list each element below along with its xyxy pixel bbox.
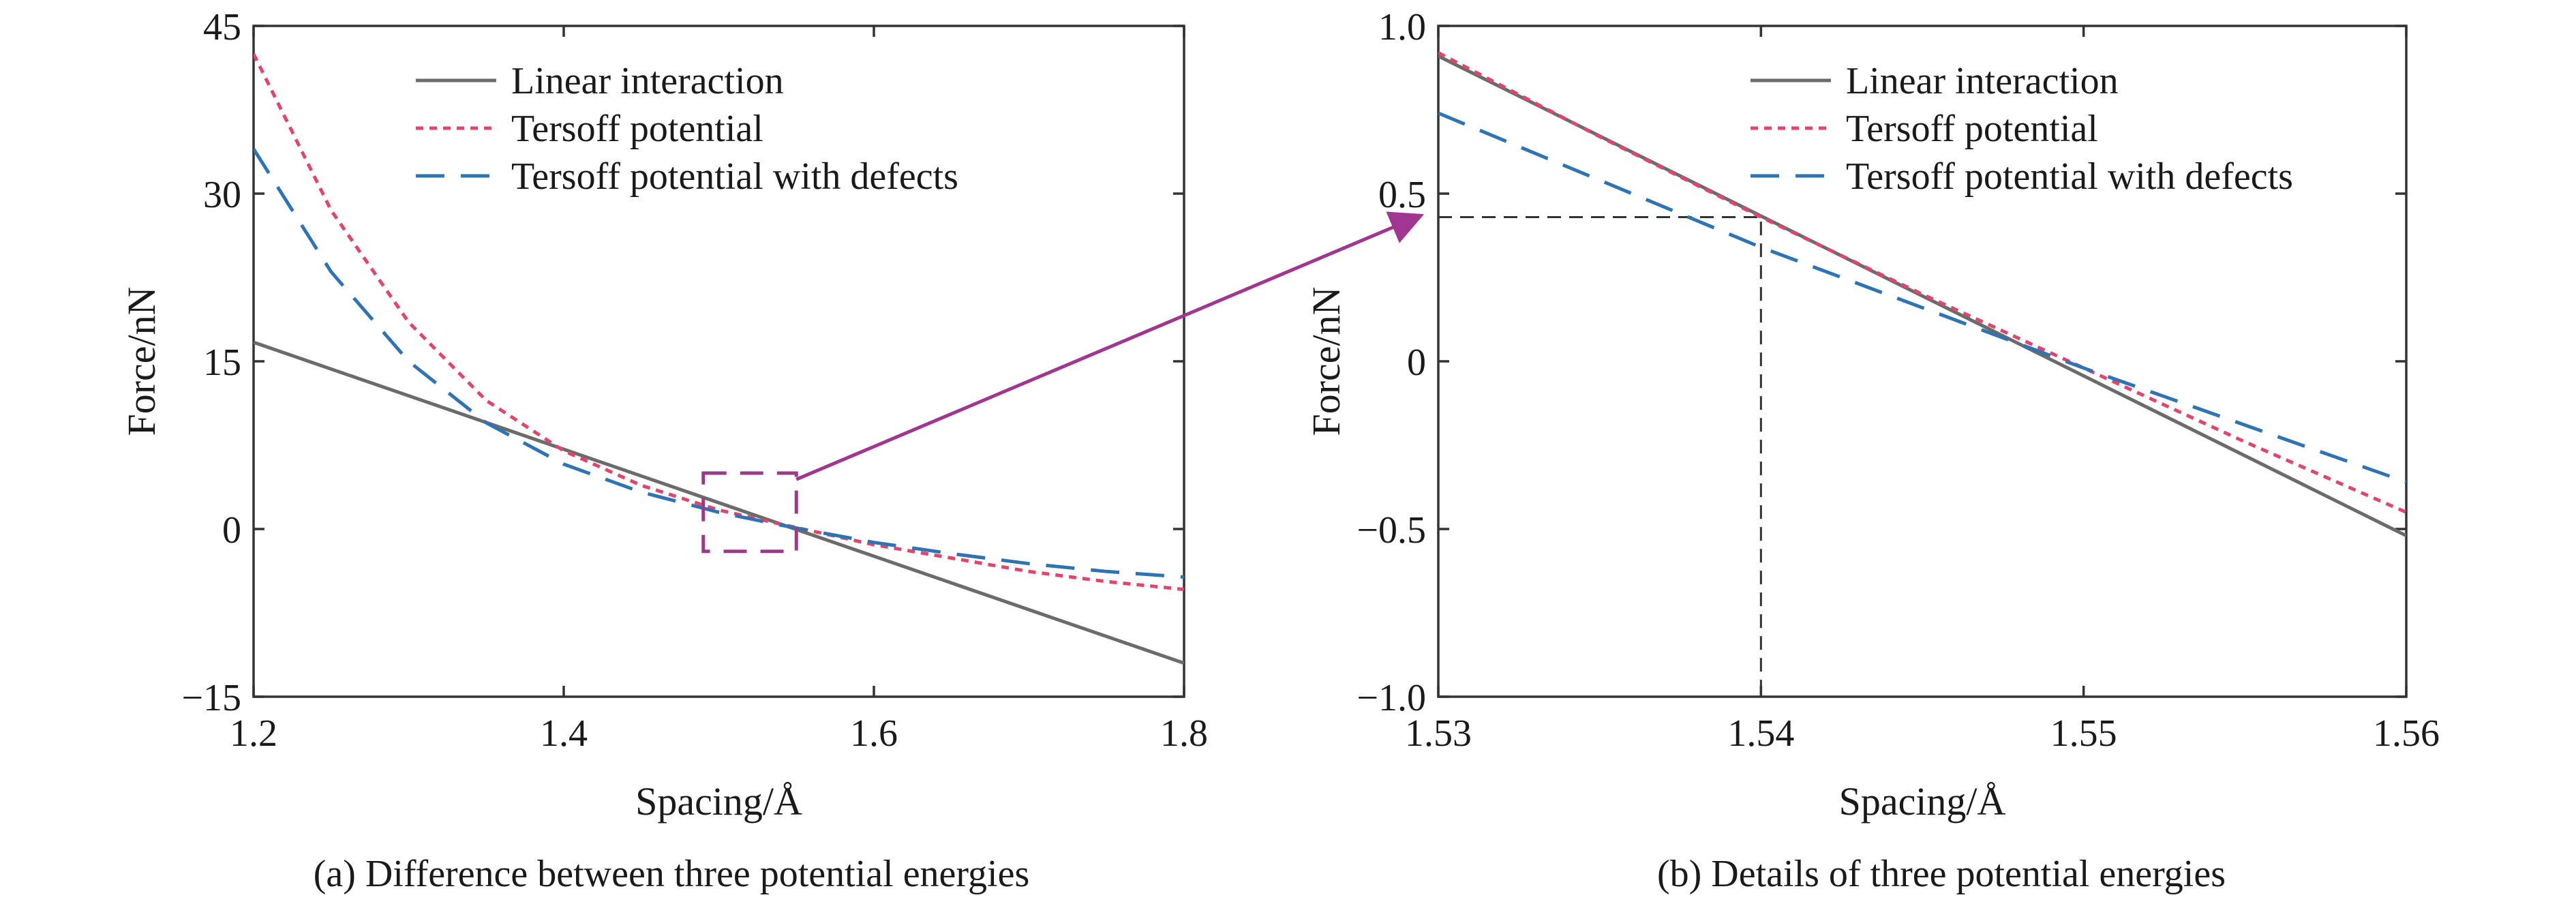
y-tick-label-a: 0 (222, 509, 241, 552)
y-axis-label-b: Force/nN (1304, 286, 1348, 436)
y-tick-label-a: 30 (203, 174, 241, 216)
series-line-tersoff-a (254, 52, 1184, 592)
y-tick-label-b: 0 (1407, 342, 1426, 384)
y-tick-label-b: −1.0 (1357, 677, 1426, 719)
series-line-tersoff-defects-a (254, 148, 1184, 579)
legend-label: Linear interaction (511, 60, 784, 102)
guide-lines (1438, 215, 1762, 697)
series-line-tersoff-defects-b (1438, 111, 2406, 484)
panel-b: 1.53 1.54 1.55 1.56 −1.0 −0.5 0 0.5 1.0 Spacing/Å… (1304, 6, 2440, 824)
x-tick-label-a: 1.6 (850, 712, 898, 755)
caption-b: (b) Details of three potential energies (1657, 853, 2226, 895)
y-tick-label-a: 15 (203, 342, 241, 384)
legend-label: Tersoff potential with defects (511, 155, 958, 198)
series-line-tersoff-b (1438, 51, 2406, 514)
x-tick-label-b: 1.55 (2050, 712, 2117, 755)
y-tick-label-b: 0.5 (1378, 174, 1426, 216)
x-axis-label-b: Spacing/Å (1839, 779, 2006, 824)
y-tick-label-b: −0.5 (1357, 509, 1426, 552)
y-tick-label-b: 1.0 (1378, 6, 1426, 48)
legend-label: Tersoff potential (511, 108, 763, 150)
caption-a: (a) Difference between three potential e… (314, 853, 1030, 895)
zoom-overlay (701, 211, 1425, 554)
legend-label: Tersoff potential with defects (1846, 155, 2293, 198)
y-tick-label-a: −15 (181, 677, 241, 719)
y-axis-label-a: Force/nN (119, 286, 164, 436)
x-tick-label-a: 1.4 (540, 712, 588, 755)
legend-label: Linear interaction (1846, 60, 2119, 102)
legend-label: Tersoff potential (1846, 108, 2098, 150)
x-tick-label-a: 1.2 (230, 712, 277, 755)
x-tick-label-b: 1.53 (1405, 712, 1472, 755)
x-tick-label-b: 1.56 (2373, 712, 2440, 755)
zoom-arrow (795, 211, 1425, 481)
y-tick-label-a: 45 (203, 6, 241, 48)
zoom-box (701, 471, 798, 554)
series-line-linear-a (254, 340, 1184, 665)
panel-a: 1.2 1.4 1.6 1.8 −15 0 15 30 45 Spacing/Å Force/nN L… (119, 6, 1208, 824)
x-axis-label-a: Spacing/Å (635, 779, 802, 824)
x-tick-label-a: 1.8 (1160, 712, 1208, 755)
x-tick-label-b: 1.54 (1727, 712, 1794, 755)
